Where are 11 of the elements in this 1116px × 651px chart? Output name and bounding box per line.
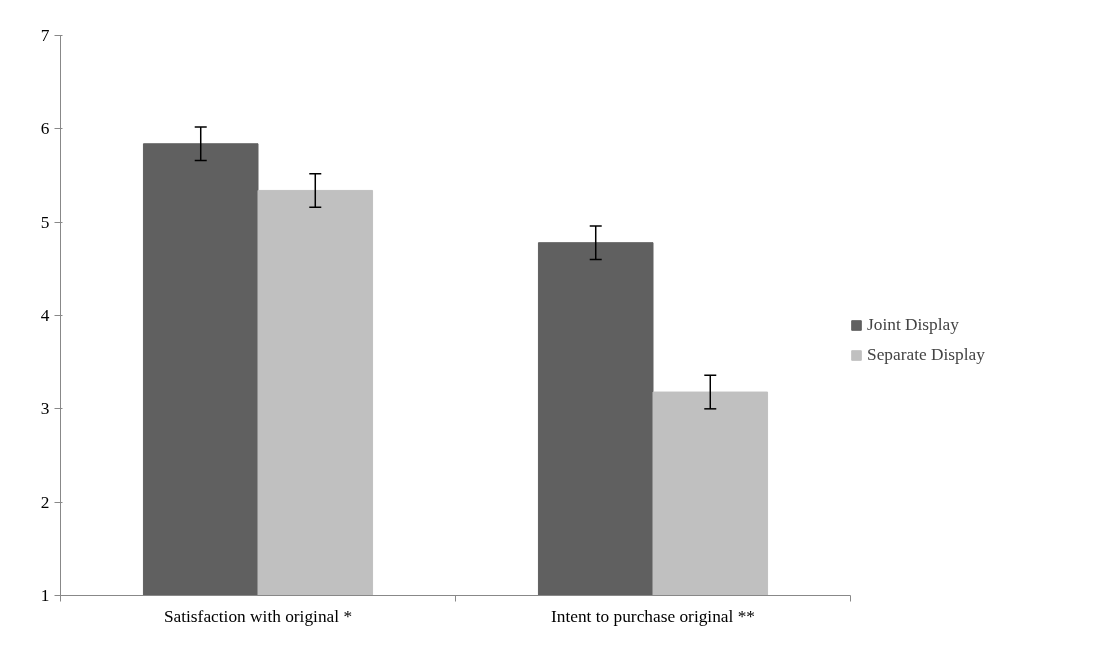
x-tick-label: Satisfaction with original * xyxy=(163,606,353,626)
legend-label: Separate Display xyxy=(867,345,985,365)
y-tick-label: 5 xyxy=(40,212,50,232)
x-tick-label: Intent to purchase original ** xyxy=(550,606,756,626)
y-tick-label: 7 xyxy=(40,26,50,45)
y-tick-label: 2 xyxy=(40,492,50,512)
y-tick-label: 4 xyxy=(40,306,50,325)
y-tick-label: 3 xyxy=(40,399,50,419)
y-tick-label: 6 xyxy=(40,119,50,139)
y-tick-label: 1 xyxy=(40,586,50,605)
legend-label: Joint Display xyxy=(867,315,959,335)
